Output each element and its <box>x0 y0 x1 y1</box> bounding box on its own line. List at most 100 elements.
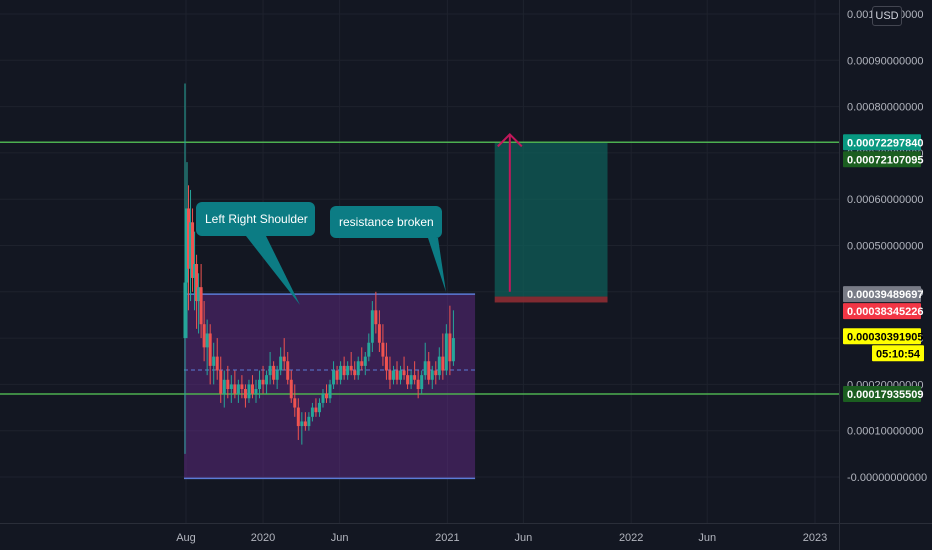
candle-body <box>395 370 399 380</box>
arrow-head[interactable] <box>497 132 523 148</box>
candle-body <box>321 393 325 403</box>
price-tag-label: 0.00072107095 <box>847 154 923 166</box>
candle-body <box>222 379 226 394</box>
callout-label: Left Right Shoulder <box>205 212 308 226</box>
candle-body <box>332 370 336 385</box>
candle-body <box>360 361 364 366</box>
currency-button[interactable]: USD <box>872 6 902 26</box>
price-tag-bg <box>843 134 921 151</box>
candle-body <box>286 361 290 380</box>
candle-body <box>258 379 262 390</box>
candle-body <box>416 379 420 390</box>
time-axis-tick-label: 2022 <box>619 532 643 544</box>
candle-body <box>289 379 293 399</box>
candle-body <box>377 324 381 343</box>
time-axis-tick-label: 2020 <box>251 532 275 544</box>
candle-body <box>391 370 395 380</box>
price-tag-label: 0.00072297840 <box>847 137 923 149</box>
callout-label: resistance broken <box>339 215 434 229</box>
candle-body <box>191 222 195 278</box>
candle-body <box>448 333 452 362</box>
candle-body <box>374 310 378 325</box>
time-axis[interactable]: Aug 2020 Jun 2021 Jun 2022 Jun 2023 <box>176 532 827 544</box>
time-axis-tick-label: Aug <box>176 532 196 544</box>
candle-body <box>236 384 240 394</box>
candle-body <box>381 342 385 357</box>
price-axis-tick-label: -0.00000000000 <box>847 472 927 484</box>
callout-pointer[interactable] <box>246 236 300 305</box>
horizontal-levels[interactable] <box>0 141 839 395</box>
price-tag-label: 0.00017935509 <box>847 389 923 401</box>
candle-body <box>314 407 318 413</box>
candle-body <box>197 287 201 302</box>
candle-body <box>254 389 258 394</box>
candle-body <box>451 338 455 362</box>
candle-body <box>430 370 434 380</box>
price-tag-label: 0.00038345226 <box>847 306 923 318</box>
candle-body <box>317 402 321 413</box>
candle-body <box>328 384 332 399</box>
candle-body <box>349 365 353 371</box>
candle-body <box>208 333 212 366</box>
candle-body <box>202 324 206 348</box>
callout-box[interactable] <box>330 206 442 238</box>
candle-body <box>335 370 339 380</box>
price-tag-bg <box>872 345 924 362</box>
candle-body <box>282 356 286 362</box>
candle-body <box>310 407 314 417</box>
long-position-box[interactable] <box>494 142 608 303</box>
candle-body <box>437 356 441 376</box>
callout-pointer[interactable] <box>428 238 446 292</box>
time-axis-tick-label: Jun <box>515 532 533 544</box>
candle-body <box>212 356 216 366</box>
price-axis-labels: 0.00072297840 0.00072107095 0.00039489697 0… <box>843 134 924 402</box>
candle-body <box>233 384 237 394</box>
candle-body <box>183 282 187 339</box>
candle-body <box>353 370 357 376</box>
price-tag-bg <box>843 328 921 345</box>
candle-body <box>268 365 272 376</box>
candle-body <box>434 370 438 376</box>
candle-body <box>356 361 360 376</box>
candle-body <box>229 384 233 390</box>
candle-body <box>399 370 403 380</box>
candle-body <box>413 375 417 380</box>
price-tag-bg <box>843 151 921 168</box>
candle-body <box>325 393 329 399</box>
candle-body <box>300 421 304 427</box>
candle-body <box>388 370 392 380</box>
target-arrow[interactable] <box>497 132 523 292</box>
price-axis-tick-label: 0.00080000000 <box>847 102 923 114</box>
candle-body <box>420 375 424 390</box>
candle-body <box>307 416 311 427</box>
candle-body <box>205 333 209 348</box>
candle-body <box>240 384 244 390</box>
candle-body <box>187 208 191 269</box>
candle-body <box>261 379 265 385</box>
profit-zone[interactable] <box>494 142 608 297</box>
candle-body <box>250 384 254 394</box>
candle-body <box>427 361 431 380</box>
stop-zone[interactable] <box>494 296 608 303</box>
price-tag-bg <box>843 286 921 303</box>
callout-box[interactable] <box>196 202 315 236</box>
candle-body <box>342 365 346 376</box>
price-tag-bg <box>843 303 921 320</box>
price-tag-bg <box>843 385 921 402</box>
candle-body <box>226 379 230 390</box>
candlestick-series <box>183 83 455 454</box>
price-tag-label: 05:10:54 <box>876 348 921 360</box>
candle-body <box>247 384 251 399</box>
candle-body <box>370 310 374 343</box>
chart-callouts[interactable]: Left Right Shoulder resistance broken <box>196 202 446 305</box>
candle-body <box>199 287 203 325</box>
price-axis-tick-label: 0.00010000000 <box>847 426 923 438</box>
candle-body <box>189 222 193 269</box>
candle-body <box>423 361 427 376</box>
candle-body <box>279 356 283 371</box>
price-axis-tick-label: 0.00060000000 <box>847 194 923 206</box>
candle-body <box>384 356 388 371</box>
